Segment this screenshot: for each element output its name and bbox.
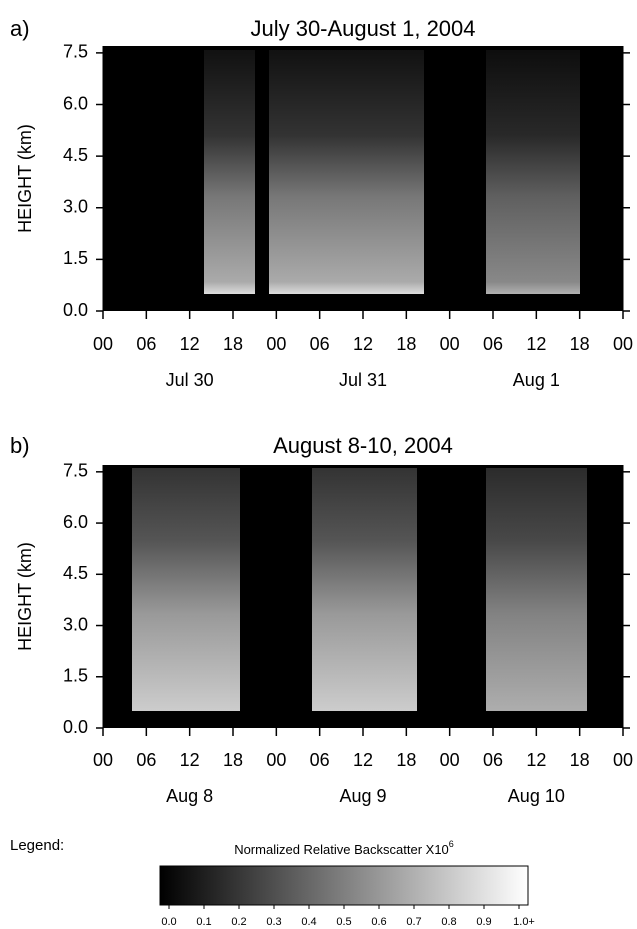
colorbar-tick-label: 0.7 [406, 916, 421, 928]
panel-label: a) [10, 16, 30, 41]
lidar-data [204, 50, 255, 294]
x-tick-label: 06 [310, 750, 330, 770]
x-tick-label: 12 [353, 750, 373, 770]
colorbar-title: Normalized Relative Backscatter X106 [234, 839, 454, 857]
y-axis-label: HEIGHT (km) [15, 542, 35, 651]
x-tick-label: 06 [483, 750, 503, 770]
x-tick-label: 00 [93, 750, 113, 770]
x-tick-label: 18 [223, 334, 243, 354]
day-label: Aug 9 [339, 786, 386, 806]
y-tick-label: 7.5 [63, 461, 88, 481]
x-tick-label: 00 [613, 750, 633, 770]
y-tick-label: 6.0 [63, 93, 88, 113]
panel-a: a) July 30-August 1, 2004 HEIGHT (km) 0.0 1.… [10, 16, 633, 390]
colorbar-exponent: 6 [449, 839, 454, 849]
y-tick-label: 4.5 [63, 145, 88, 165]
x-tick-label: 12 [180, 750, 200, 770]
colorbar-tick-label: 1.0+ [513, 916, 535, 928]
colorbar [159, 865, 529, 906]
x-tick-label: 00 [440, 750, 460, 770]
colorbar-tick-label: 0.5 [336, 916, 351, 928]
colorbar-tick-label: 0.9 [476, 916, 491, 928]
x-tick-label: 18 [396, 750, 416, 770]
lidar-data [486, 50, 580, 294]
x-tick-label: 00 [93, 334, 113, 354]
x-tick-label: 18 [223, 750, 243, 770]
lidar-data [269, 50, 424, 294]
x-tick-label: 06 [136, 750, 156, 770]
colorbar-tick-label: 0.6 [371, 916, 386, 928]
day-label: Aug 10 [508, 786, 565, 806]
y-tick-label: 3.0 [63, 614, 88, 634]
panel-title: August 8-10, 2004 [273, 433, 453, 458]
x-tick-label: 00 [613, 334, 633, 354]
panel-title: July 30-August 1, 2004 [250, 16, 475, 41]
y-tick-label: 7.5 [63, 42, 88, 62]
x-tick-label: 06 [136, 334, 156, 354]
legend-label: Legend: [10, 837, 64, 854]
y-tick-label: 3.0 [63, 197, 88, 217]
x-tick-label: 00 [266, 334, 286, 354]
day-label: Aug 1 [513, 370, 560, 390]
y-tick-label: 1.5 [63, 248, 88, 268]
x-tick-label: 18 [570, 334, 590, 354]
x-tick-label: 12 [526, 750, 546, 770]
colorbar-tick-label: 0.8 [441, 916, 456, 928]
colorbar-tick-label: 0.3 [266, 916, 281, 928]
colorbar-title-text: Normalized Relative Backscatter X10 [234, 842, 449, 857]
colorbar-tick-label: 0.4 [301, 916, 316, 928]
lidar-data [132, 468, 240, 711]
y-tick-label: 6.0 [63, 512, 88, 532]
day-label: Jul 30 [166, 370, 214, 390]
x-tick-label: 06 [310, 334, 330, 354]
day-label: Aug 8 [166, 786, 213, 806]
y-tick-label: 0.0 [63, 717, 88, 737]
x-tick-label: 00 [440, 334, 460, 354]
x-tick-label: 12 [180, 334, 200, 354]
x-tick-label: 00 [266, 750, 286, 770]
x-tick-label: 06 [483, 334, 503, 354]
x-tick-label: 18 [570, 750, 590, 770]
y-tick-label: 0.0 [63, 300, 88, 320]
colorbar-tick-label: 0.0 [161, 916, 176, 928]
panel-label: b) [10, 433, 30, 458]
day-label: Jul 31 [339, 370, 387, 390]
colorbar-tick-label: 0.2 [231, 916, 246, 928]
x-tick-label: 18 [396, 334, 416, 354]
y-tick-label: 1.5 [63, 666, 88, 686]
colorbar-tick-label: 0.1 [196, 916, 211, 928]
x-tick-label: 12 [526, 334, 546, 354]
lidar-data [486, 468, 587, 711]
panel-b: b) August 8-10, 2004 HEIGHT (km) 0.0 1.5 3.0 4… [10, 433, 633, 806]
y-tick-label: 4.5 [63, 563, 88, 583]
lidar-data [312, 468, 417, 711]
x-tick-label: 12 [353, 334, 373, 354]
y-axis-label: HEIGHT (km) [15, 124, 35, 233]
